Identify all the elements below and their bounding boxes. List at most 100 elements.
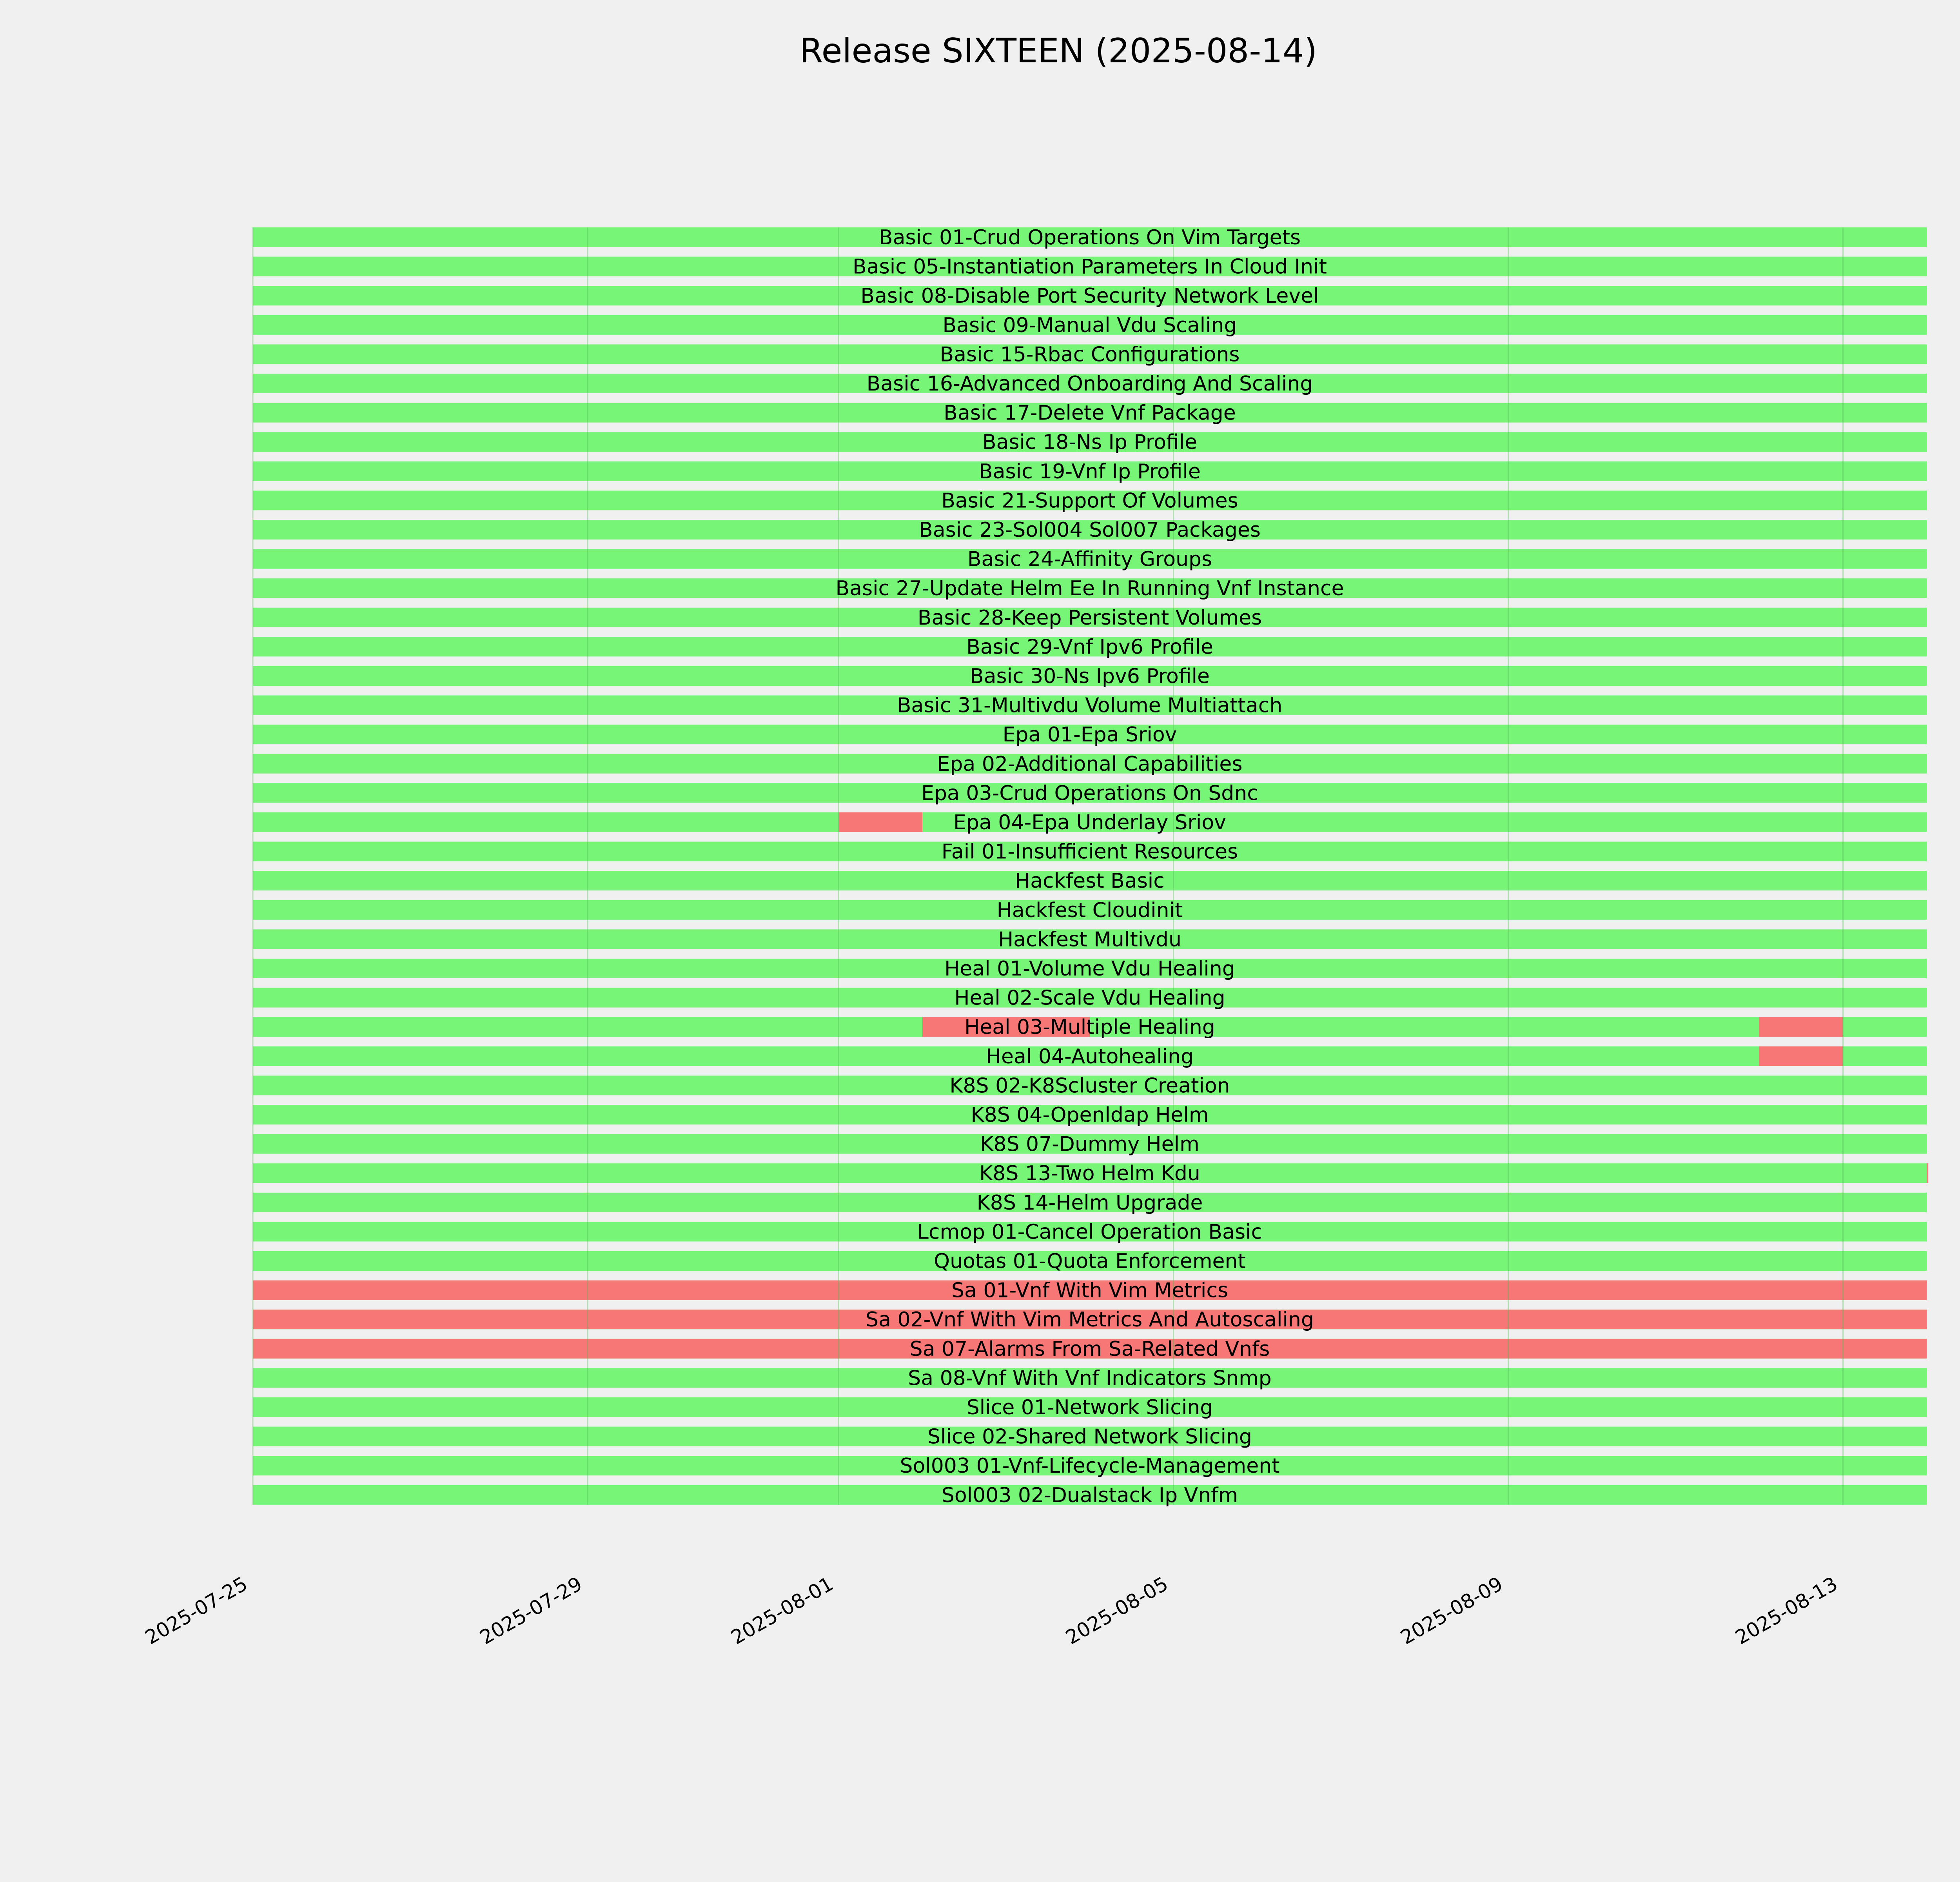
pass-bar — [253, 344, 1927, 364]
row-label: Hackfest Cloudinit — [997, 899, 1183, 922]
x-tick-label: 2025-07-25 — [141, 1572, 251, 1649]
row-label: Hackfest Multivdu — [998, 928, 1181, 951]
row-label: Basic 16-Advanced Onboarding And Scaling — [867, 372, 1313, 396]
x-tick-label: 2025-08-01 — [727, 1572, 837, 1649]
row-label: Basic 09-Manual Vdu Scaling — [942, 314, 1237, 337]
pass-bar — [253, 403, 1927, 423]
row-label: Basic 19-Vnf Ip Profile — [979, 460, 1201, 483]
fail-bar — [253, 1310, 1927, 1330]
row-label: Basic 27-Update Helm Ee In Running Vnf I… — [835, 577, 1344, 600]
pass-bar — [253, 1222, 1927, 1242]
row-label: Basic 28-Keep Persistent Volumes — [918, 606, 1262, 630]
pass-bar — [253, 929, 1927, 949]
fail-bar — [253, 1280, 1927, 1300]
pass-bar — [253, 1456, 1927, 1476]
row-label: Sol003 01-Vnf-Lifecycle-Management — [900, 1454, 1279, 1478]
x-tick-label: 2025-07-29 — [476, 1572, 586, 1649]
fail-bar — [838, 812, 922, 832]
pass-bar — [253, 783, 1927, 803]
pass-bar — [253, 1426, 1927, 1446]
fail-bar — [1759, 1017, 1843, 1037]
pass-bar — [253, 841, 1927, 861]
pass-bar — [253, 959, 1927, 978]
row-label: Heal 03-Multiple Healing — [964, 1015, 1215, 1039]
row-label: K8S 14-Helm Upgrade — [977, 1191, 1203, 1215]
row-label: Basic 18-Ns Ip Profile — [982, 431, 1197, 454]
row-label: Slice 01-Network Slicing — [967, 1396, 1213, 1419]
pass-bar — [253, 695, 1927, 715]
pass-bar — [253, 1075, 1927, 1095]
row-label: Sol003 02-Dualstack Ip Vnfm — [942, 1484, 1238, 1507]
row-label: Lcmop 01-Cancel Operation Basic — [917, 1220, 1262, 1244]
row-label: Epa 03-Crud Operations On Sdnc — [921, 781, 1258, 805]
row-label: Basic 15-Rbac Configurations — [940, 343, 1240, 366]
pass-bar — [253, 1134, 1927, 1154]
row-label: Basic 17-Delete Vnf Package — [944, 401, 1236, 425]
row-label: Basic 05-Instantiation Parameters In Clo… — [853, 255, 1327, 279]
fail-bar — [922, 1017, 1090, 1037]
fail-bar — [1759, 1046, 1843, 1066]
pass-bar — [253, 461, 1927, 481]
row-label: Sa 02-Vnf With Vim Metrics And Autoscali… — [866, 1308, 1314, 1332]
pass-bar — [253, 1105, 1927, 1124]
pass-bar — [253, 666, 1927, 686]
row-label: Sa 01-Vnf With Vim Metrics — [951, 1279, 1228, 1303]
row-label: K8S 02-K8Scluster Creation — [949, 1074, 1230, 1097]
pass-bar — [253, 286, 1927, 306]
pass-bar — [253, 1192, 1927, 1212]
row-label: Basic 24-Affinity Groups — [967, 548, 1212, 571]
row-label: Heal 04-Autohealing — [986, 1045, 1194, 1068]
pass-bar — [253, 1046, 1927, 1066]
pass-bar — [253, 871, 1927, 891]
pass-bar — [253, 1368, 1927, 1388]
pass-bar — [253, 374, 1927, 393]
row-label: K8S 07-Dummy Helm — [980, 1133, 1199, 1156]
pass-bar — [253, 1251, 1927, 1271]
row-label: Fail 01-Insufficient Resources — [942, 840, 1238, 864]
row-label: Slice 02-Shared Network Slicing — [927, 1425, 1252, 1449]
row-label: Basic 21-Support Of Volumes — [941, 489, 1238, 512]
pass-bar — [253, 1397, 1927, 1417]
pass-bar — [253, 725, 1927, 745]
chart-title: Release SIXTEEN (2025-08-14) — [799, 31, 1318, 71]
row-label: Heal 01-Volume Vdu Healing — [944, 957, 1235, 981]
row-label: K8S 13-Two Helm Kdu — [979, 1162, 1200, 1185]
pass-bar — [253, 549, 1927, 569]
pass-bar — [253, 1163, 1927, 1183]
pass-bar — [253, 578, 1927, 598]
x-tick-label: 2025-08-05 — [1062, 1572, 1172, 1649]
row-label: Epa 04-Epa Underlay Sriov — [953, 811, 1226, 834]
row-label: Basic 08-Disable Port Security Network L… — [860, 284, 1319, 308]
row-label: Quotas 01-Quota Enforcement — [934, 1250, 1246, 1273]
pass-bar — [253, 315, 1927, 335]
row-label: Hackfest Basic — [1015, 869, 1165, 893]
row-label: Sa 08-Vnf With Vnf Indicators Snmp — [908, 1366, 1272, 1390]
x-tick-label: 2025-08-09 — [1397, 1572, 1507, 1649]
pass-bar — [253, 754, 1927, 774]
row-label: K8S 04-Openldap Helm — [971, 1103, 1209, 1127]
row-label: Basic 31-Multivdu Volume Multiattach — [897, 694, 1283, 718]
pass-bar — [253, 1485, 1927, 1505]
pass-bar — [253, 520, 1927, 540]
row-label: Sa 07-Alarms From Sa-Related Vnfs — [910, 1337, 1270, 1361]
row-label: Basic 23-Sol004 Sol007 Packages — [919, 518, 1261, 542]
fail-bar — [1927, 1163, 1928, 1183]
pass-bar — [253, 490, 1927, 510]
pass-bar — [253, 988, 1927, 1008]
row-label: Heal 02-Scale Vdu Healing — [954, 986, 1225, 1010]
pass-bar — [253, 900, 1927, 920]
pass-bar — [253, 637, 1927, 657]
pass-bar — [253, 227, 1927, 247]
pass-bar — [253, 432, 1927, 452]
row-label: Epa 01-Epa Sriov — [1003, 723, 1177, 747]
pass-bar — [253, 256, 1927, 276]
row-label: Basic 29-Vnf Ipv6 Profile — [966, 635, 1213, 659]
fail-bar — [253, 1339, 1927, 1359]
row-label: Epa 02-Additional Capabilities — [937, 752, 1243, 776]
pass-bar — [253, 812, 1927, 832]
pass-bar — [253, 607, 1927, 627]
row-label: Basic 30-Ns Ipv6 Profile — [970, 665, 1210, 688]
x-tick-label: 2025-08-13 — [1731, 1572, 1842, 1649]
